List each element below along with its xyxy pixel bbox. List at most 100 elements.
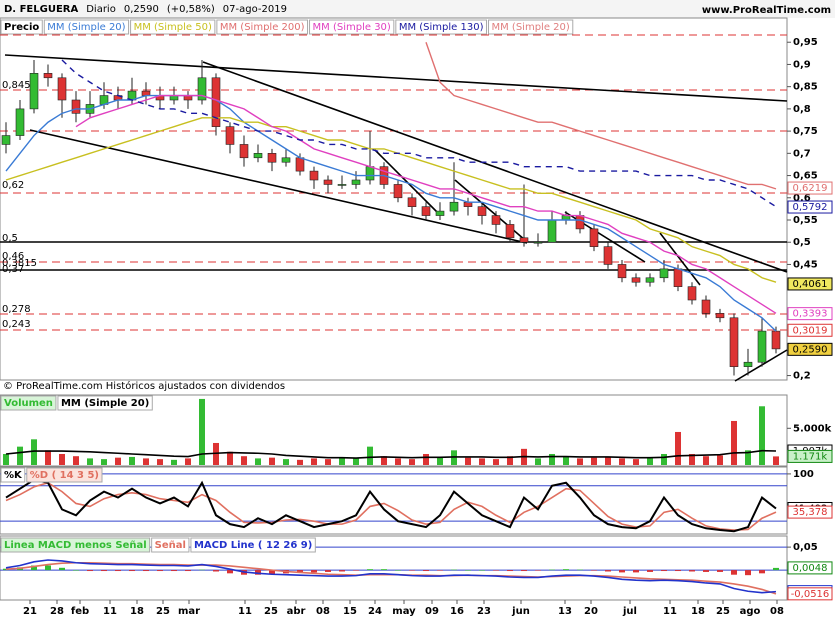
legend-label: Linea MACD menos Señal <box>4 540 147 551</box>
legend-label: Volumen <box>4 398 53 409</box>
volume-bar <box>395 458 401 465</box>
histogram-bar <box>437 570 443 571</box>
histogram-bar <box>773 567 779 571</box>
volume-bar <box>157 459 163 465</box>
histogram-bar <box>759 570 765 574</box>
volume-bar <box>633 459 639 465</box>
legend-label: MM (Simple 20) <box>47 22 125 33</box>
histogram-bar <box>479 570 485 571</box>
legend-box <box>0 467 26 483</box>
y-tick-label: 0,65 <box>793 171 818 182</box>
legend-label: MM (Simple 30) <box>313 22 391 33</box>
volume-bar <box>115 457 121 465</box>
volume-bar <box>367 446 373 465</box>
volume-bar <box>241 456 247 465</box>
candle-body <box>519 237 529 243</box>
value-badge-label: 0,0048 <box>793 563 828 574</box>
legend-label: MM (Simple 50) <box>134 22 212 33</box>
legend-box <box>130 19 216 35</box>
level-label: 0,37 <box>2 264 24 275</box>
y-tick-label: 5.000k <box>793 423 832 434</box>
histogram-bar <box>451 569 457 571</box>
header-text: 07-ago-2019 <box>223 4 287 15</box>
value-badge-label: 0,4061 <box>793 279 828 290</box>
volume-bar <box>129 456 135 465</box>
y-tick-label: 0,45 <box>793 259 818 270</box>
histogram-bar <box>255 570 261 575</box>
moving-average <box>425 41 777 190</box>
volume-bar <box>297 459 303 465</box>
candle-body <box>477 206 487 216</box>
volume-bar <box>647 458 653 465</box>
y-tick-label: 0,55 <box>793 215 818 226</box>
value-badge-label: 0,5792 <box>793 202 828 213</box>
legend-box <box>0 19 43 35</box>
volume-average <box>5 449 777 459</box>
x-tick-label: 25 <box>716 606 730 617</box>
legend-box <box>487 19 574 35</box>
histogram-bar <box>3 568 9 571</box>
candle-body <box>617 264 627 279</box>
legend-box <box>57 395 153 411</box>
candle-body <box>253 153 263 159</box>
y-tick-label: 0,05 <box>793 542 818 553</box>
value-badge <box>787 323 833 337</box>
histogram-bar <box>717 570 723 572</box>
histogram-bar <box>745 570 751 576</box>
histogram-bar <box>325 570 331 572</box>
histogram-bar <box>199 569 205 571</box>
moving-average <box>75 94 777 314</box>
site-link: www.ProRealTime.com <box>702 5 831 16</box>
volume-bar <box>605 456 611 465</box>
candle-body <box>337 184 347 186</box>
histogram-bar <box>409 570 415 571</box>
volume-bar <box>745 450 751 465</box>
y-tick-label: 0,85 <box>793 82 818 93</box>
trend-line <box>734 349 788 382</box>
legend-box <box>43 19 130 35</box>
candle-body <box>771 330 781 350</box>
x-tick-label: 13 <box>558 606 572 617</box>
volume-bar <box>171 459 177 465</box>
volume-bar <box>703 456 709 465</box>
histogram-bar <box>269 570 275 575</box>
y-tick-label: 100 <box>793 469 814 480</box>
x-tick-label: may <box>392 606 416 617</box>
volume-bar <box>507 456 513 465</box>
y-tick-label: 0,2 <box>793 371 811 382</box>
legend-label: %K <box>4 470 23 481</box>
volume-bar <box>353 458 359 465</box>
x-tick-label: 24 <box>368 606 382 617</box>
legend-box <box>0 395 57 411</box>
candle-body <box>645 277 655 283</box>
x-tick-label: 18 <box>130 606 144 617</box>
legend-label: %D ( 14 3 5) <box>30 470 99 481</box>
moving-average <box>5 117 777 283</box>
candle-body <box>351 179 361 185</box>
histogram-bar <box>227 570 233 574</box>
value-badge-label: 0,3393 <box>793 309 828 320</box>
histogram-bar <box>689 570 695 572</box>
volume-bar <box>17 446 23 465</box>
legend-box <box>190 537 316 553</box>
candle-body <box>239 144 249 159</box>
macd-line <box>5 559 777 594</box>
candle-body <box>491 215 501 225</box>
candle-body <box>687 286 697 301</box>
price-panel <box>0 17 788 381</box>
volume-bar <box>479 458 485 465</box>
volume-bar <box>227 451 233 465</box>
candle-body <box>71 99 81 114</box>
header-text: Diario <box>86 4 116 15</box>
candle-body <box>281 157 291 163</box>
volume-bar <box>423 453 429 465</box>
header-bar <box>0 0 835 18</box>
volume-bar <box>773 456 779 465</box>
volume-bar <box>3 453 9 465</box>
candle-body <box>673 268 683 287</box>
x-tick-label: 25 <box>264 606 278 617</box>
candle-body <box>589 228 599 247</box>
moving-average <box>61 59 777 208</box>
value-badge-label: 35,378 <box>793 507 828 518</box>
